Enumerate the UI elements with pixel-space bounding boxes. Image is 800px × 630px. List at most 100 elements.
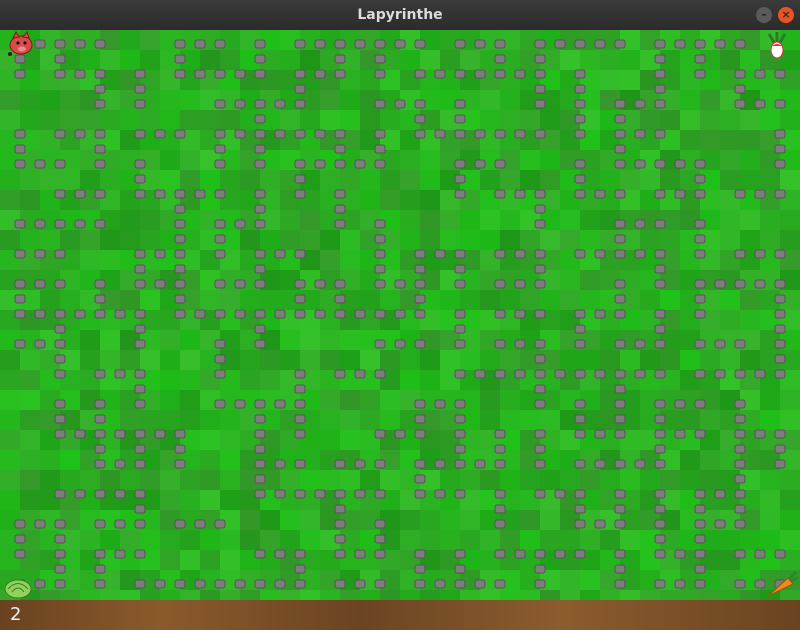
grass-tile [520, 510, 540, 530]
stone [274, 249, 286, 259]
stone [194, 579, 206, 589]
grass-tile [780, 510, 800, 530]
grass-tile [240, 230, 260, 250]
stone [514, 249, 526, 259]
grass-tile [580, 50, 600, 70]
stone [334, 549, 346, 559]
grass-tile [660, 230, 680, 250]
grass-tile [200, 170, 220, 190]
grass-tile [440, 530, 460, 550]
grass-tile [220, 50, 240, 70]
grass-tile [240, 350, 260, 370]
stone [614, 279, 626, 289]
stone [454, 444, 466, 454]
grass-tile [160, 490, 180, 510]
grass-tile [660, 170, 680, 190]
stone [374, 519, 386, 529]
stone [254, 399, 266, 409]
stone [754, 99, 766, 109]
stone [234, 399, 246, 409]
stone [414, 489, 426, 499]
stone [574, 309, 586, 319]
grass-tile [660, 590, 680, 600]
grass-tile [500, 470, 520, 490]
grass-tile [100, 170, 120, 190]
stone [94, 369, 106, 379]
grass-tile [60, 590, 80, 600]
grass-tile [80, 350, 100, 370]
stone [414, 294, 426, 304]
grass-tile [700, 450, 720, 470]
stone [14, 69, 26, 79]
grass-tile [460, 530, 480, 550]
grass-tile [600, 290, 620, 310]
stone [694, 339, 706, 349]
grass-tile [680, 290, 700, 310]
stone [94, 69, 106, 79]
stone [614, 579, 626, 589]
grass-tile [280, 110, 300, 130]
stone [254, 579, 266, 589]
grass-tile [0, 90, 20, 110]
stone [614, 564, 626, 574]
stone [714, 489, 726, 499]
grass-tile [740, 350, 760, 370]
stone [734, 99, 746, 109]
stone [574, 189, 586, 199]
stone [654, 129, 666, 139]
stone [534, 69, 546, 79]
stone [174, 264, 186, 274]
grass-tile [180, 390, 200, 410]
stone [614, 189, 626, 199]
grass-tile [100, 230, 120, 250]
grass-tile [780, 530, 800, 550]
stone [234, 309, 246, 319]
stone [54, 279, 66, 289]
grass-tile [700, 230, 720, 250]
grass-tile [600, 50, 620, 70]
stone [134, 324, 146, 334]
stone [134, 309, 146, 319]
grass-tile [540, 350, 560, 370]
stone [214, 579, 226, 589]
stone [254, 414, 266, 424]
stone [574, 84, 586, 94]
stone [574, 114, 586, 124]
grass-tile [380, 190, 400, 210]
stone [74, 309, 86, 319]
grass-tile [760, 510, 780, 530]
stone [494, 459, 506, 469]
stone [134, 369, 146, 379]
stone [74, 429, 86, 439]
grass-tile [0, 190, 20, 210]
stone [234, 279, 246, 289]
grass-tile [640, 350, 660, 370]
stone [414, 339, 426, 349]
grass-tile [200, 290, 220, 310]
grass-tile [300, 530, 320, 550]
stone [154, 279, 166, 289]
grass-tile [560, 170, 580, 190]
minimize-button[interactable]: – [756, 7, 772, 23]
stone [534, 39, 546, 49]
stone [394, 339, 406, 349]
grass-tile [100, 110, 120, 130]
grass-tile [140, 170, 160, 190]
stone [774, 294, 786, 304]
stone [774, 339, 786, 349]
grass-tile [600, 530, 620, 550]
grass-tile [720, 410, 740, 430]
stone [254, 489, 266, 499]
stone [534, 129, 546, 139]
stone [134, 174, 146, 184]
stone [254, 429, 266, 439]
grass-tile [220, 470, 240, 490]
grass-tile [620, 230, 640, 250]
close-button[interactable]: × [778, 7, 794, 23]
stone [154, 129, 166, 139]
grass-tile [680, 90, 700, 110]
grass-tile [280, 230, 300, 250]
stone [34, 219, 46, 229]
stone [614, 519, 626, 529]
grass-tile [320, 230, 340, 250]
